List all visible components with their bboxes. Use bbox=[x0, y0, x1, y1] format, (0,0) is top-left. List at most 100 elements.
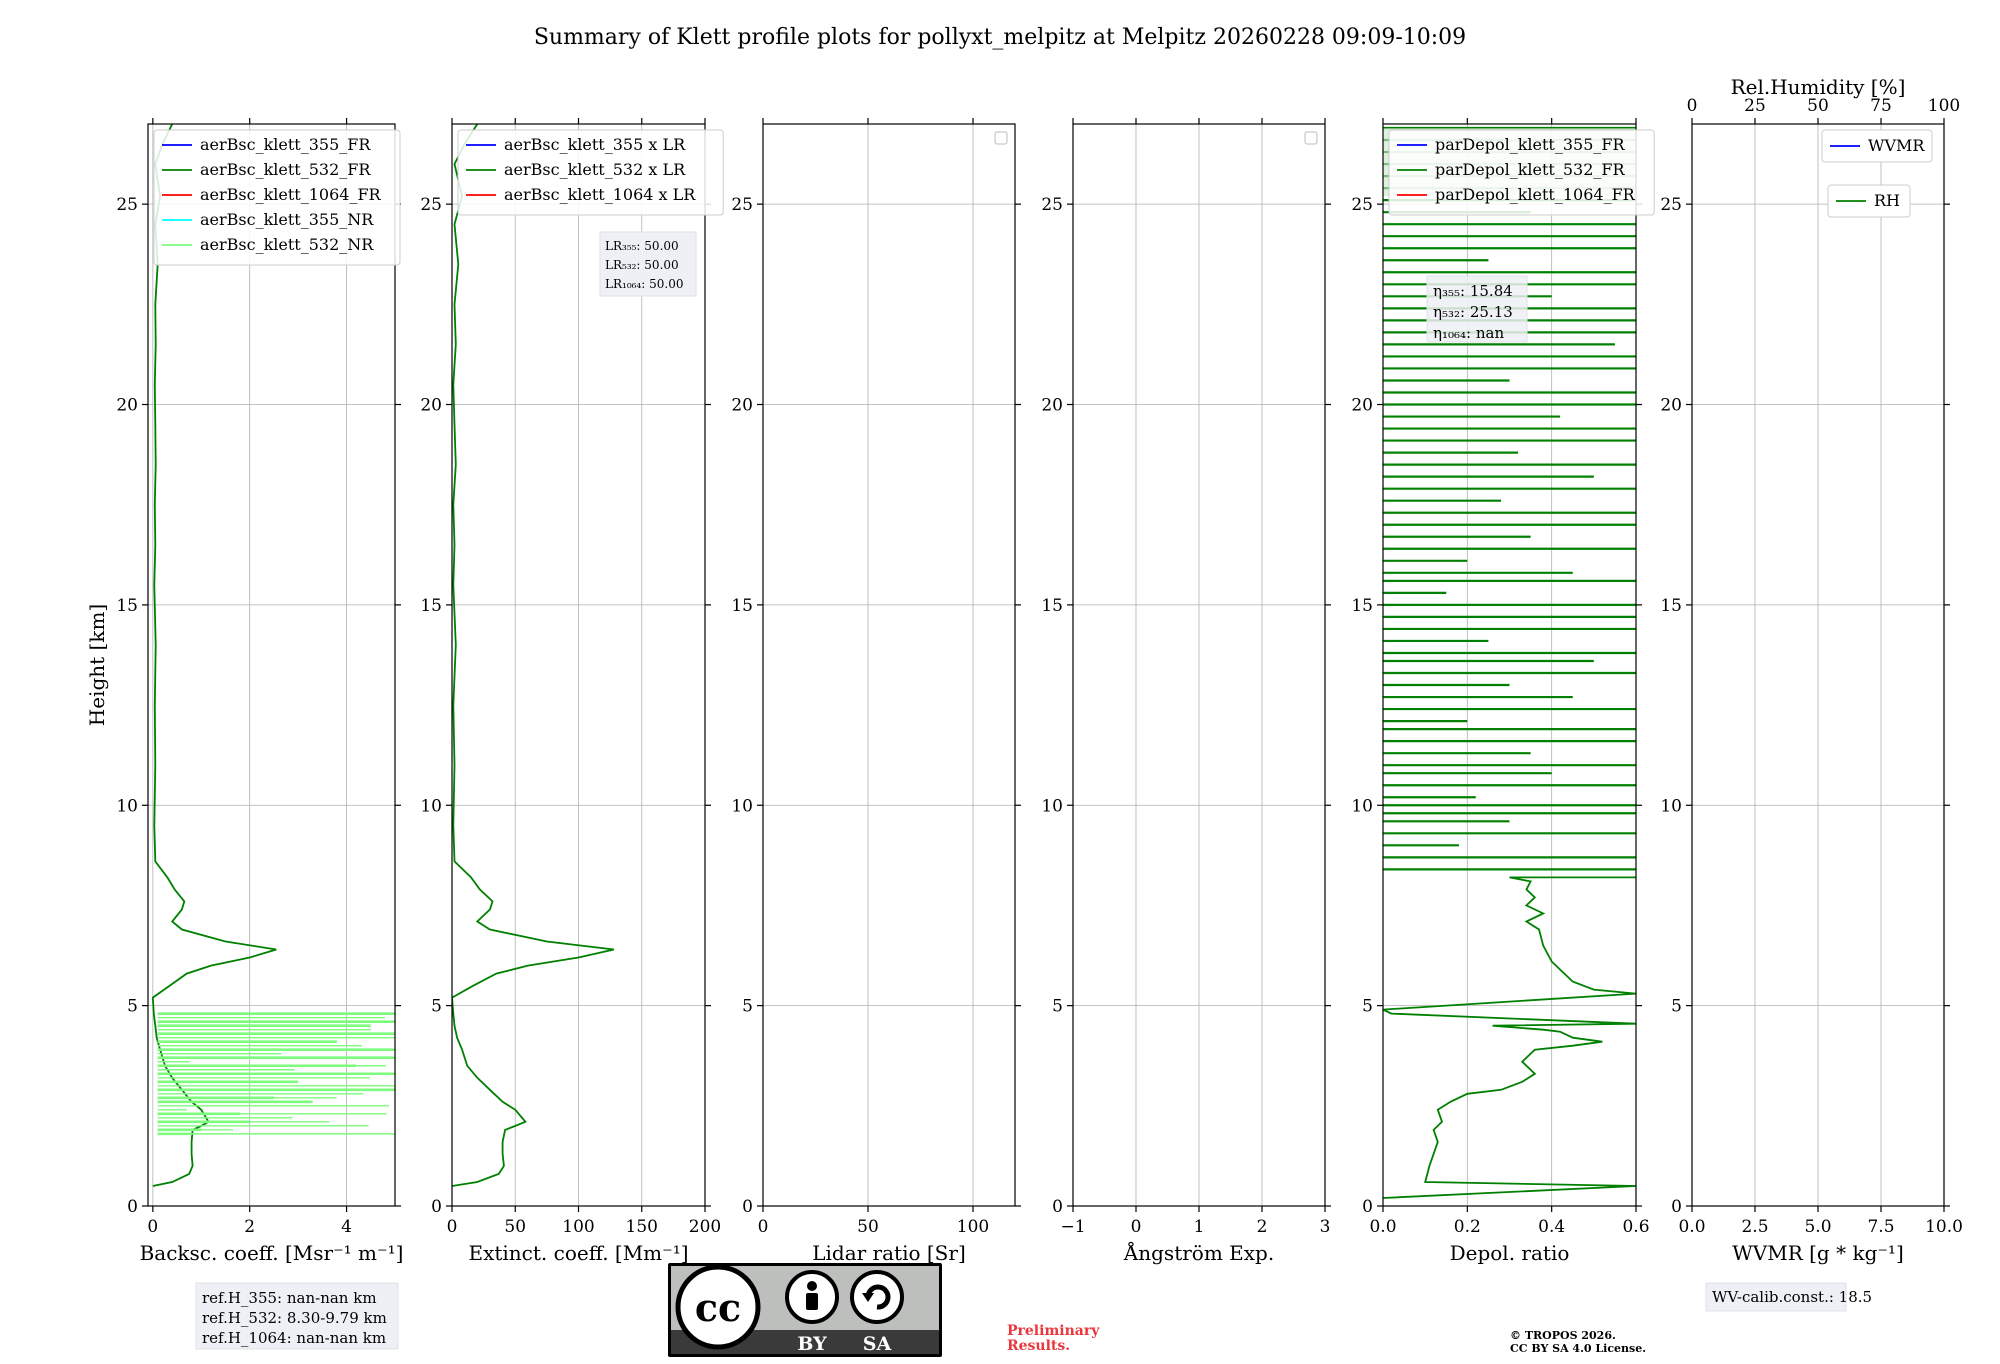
y-tick-label: 20 bbox=[1041, 396, 1063, 416]
sa-label: SA bbox=[863, 1333, 892, 1355]
y-tick-label: 15 bbox=[731, 596, 753, 616]
y-tick-label: 25 bbox=[116, 195, 138, 215]
x-tick-label: 2.5 bbox=[1741, 1217, 1768, 1237]
y-tick-label: 10 bbox=[420, 796, 442, 816]
legend-box bbox=[1388, 129, 1655, 216]
panel-frame bbox=[762, 123, 1016, 1207]
x-tick-label: 100 bbox=[957, 1217, 989, 1237]
x-tick-label: 5.0 bbox=[1804, 1217, 1831, 1237]
legend-box bbox=[457, 129, 724, 216]
ref-height-1064: ref.H_1064: nan-nan km bbox=[202, 1329, 386, 1347]
legend-wvmr: WVMR bbox=[1821, 129, 1933, 163]
legend-box bbox=[1821, 129, 1933, 163]
x-tick-label: 200 bbox=[689, 1217, 721, 1237]
x-tick-label: 50 bbox=[504, 1217, 526, 1237]
y-tick-label: 0 bbox=[127, 1197, 138, 1217]
panel-backscatter: 0 2 4 0 5 10 15 20 25 Backsc. coeff. [Msr⁻¹ m⁻¹] H… bbox=[85, 118, 403, 1265]
x-axis-label: Extinct. coeff. [Mm⁻¹] bbox=[468, 1241, 688, 1265]
y-tick-label: 20 bbox=[731, 396, 753, 416]
wv-calibration-constant: WV-calib.const.: 18.5 bbox=[1712, 1288, 1872, 1306]
y-tick-label: 25 bbox=[1660, 195, 1682, 215]
legend-entry: aerBsc_klett_532_NR bbox=[200, 235, 374, 254]
panel-extinction: 0 50 100 150 200 0 5 10 15 20 25 Extinct. coeff. [M… bbox=[420, 118, 724, 1265]
y-tick-label: 5 bbox=[1671, 997, 1682, 1017]
x-tick-label: 0 bbox=[758, 1217, 769, 1237]
y-tick-label: 20 bbox=[1660, 396, 1682, 416]
panel-data-backscatter bbox=[151, 124, 395, 1187]
lr-label: LR₅₃₂: 50.00 bbox=[605, 258, 679, 272]
legend-entry: WVMR bbox=[1868, 136, 1925, 155]
x-tick-label: 100 bbox=[562, 1217, 594, 1237]
x-tick-label: 7.5 bbox=[1867, 1217, 1894, 1237]
x-axis-label: Backsc. coeff. [Msr⁻¹ m⁻¹] bbox=[140, 1241, 404, 1265]
legend-entry: aerBsc_klett_355 x LR bbox=[504, 135, 686, 154]
panel-lidar_ratio: 0 50 100 0 5 10 15 20 25 Lidar ratio [Sr] bbox=[731, 118, 1021, 1265]
eta-box-bg bbox=[1426, 275, 1528, 343]
y-tick-label: 10 bbox=[1041, 796, 1063, 816]
y-tick-label: 25 bbox=[1041, 195, 1063, 215]
y-tick-label: 0 bbox=[1671, 1197, 1682, 1217]
series-line-aerBsc_klett_532_FR bbox=[151, 124, 277, 1187]
y-tick-label: 5 bbox=[742, 997, 753, 1017]
copyright-line2: CC BY SA 4.0 License. bbox=[1510, 1342, 1646, 1355]
x-tick-label: 0.6 bbox=[1622, 1217, 1649, 1237]
y-tick-label: 10 bbox=[731, 796, 753, 816]
y-tick-label: 5 bbox=[127, 997, 138, 1017]
ref-height-532: ref.H_532: 8.30-9.79 km bbox=[202, 1309, 387, 1327]
legend-depol: parDepol_klett_355_FR parDepol_klett_532_… bbox=[1388, 129, 1655, 216]
panel-data-extinction bbox=[452, 124, 615, 1187]
top-x-tick-label: 100 bbox=[1928, 96, 1960, 116]
x-axis-label: WVMR [g * kg⁻¹] bbox=[1732, 1241, 1904, 1265]
x-tick-label: 0 bbox=[447, 1217, 458, 1237]
share-alike-icon bbox=[850, 1270, 904, 1324]
y-tick-label: 0 bbox=[1052, 1197, 1063, 1217]
x-tick-label: 1 bbox=[1194, 1217, 1205, 1237]
legend-entry: aerBsc_klett_1064_FR bbox=[200, 185, 382, 204]
depol-calibration-box: η₃₅₅: 15.84 η₅₃₂: 25.13 η₁₀₆₄: nan bbox=[1426, 275, 1528, 343]
x-tick-label: 0.0 bbox=[1369, 1217, 1396, 1237]
x-tick-label: 0 bbox=[1131, 1217, 1142, 1237]
y-tick-label: 10 bbox=[1351, 796, 1373, 816]
legend-entry: parDepol_klett_1064_FR bbox=[1435, 185, 1636, 204]
y-tick-label: 20 bbox=[420, 396, 442, 416]
y-tick-label: 25 bbox=[420, 195, 442, 215]
panel-frame bbox=[147, 123, 396, 1207]
y-tick-label: 20 bbox=[1351, 396, 1373, 416]
cc-icon bbox=[675, 1264, 761, 1350]
preliminary-results-line2: Results. bbox=[1007, 1338, 1070, 1354]
x-tick-label: 0.2 bbox=[1454, 1217, 1481, 1237]
wv-calibration-box: WV-calib.const.: 18.5 bbox=[1705, 1282, 1872, 1312]
series-line-aerBsc_klett_532 x LR bbox=[452, 124, 615, 1187]
legend-backscatter: aerBsc_klett_355_FR aerBsc_klett_532_FRae… bbox=[153, 129, 401, 266]
x-tick-label: 10.0 bbox=[1925, 1217, 1963, 1237]
legend-extinction: aerBsc_klett_355 x LR aerBsc_klett_532 x … bbox=[457, 129, 724, 216]
y-tick-label: 15 bbox=[1041, 596, 1063, 616]
panel-depol: 0.0 0.2 0.4 0.6 0 5 10 15 20 25 Depol. ratio parDep… bbox=[1351, 118, 1655, 1265]
legend-entry: parDepol_klett_532_FR bbox=[1435, 160, 1626, 179]
lr-label: LR₁₀₆₄: 50.00 bbox=[605, 277, 683, 291]
legend-entry: RH bbox=[1874, 191, 1900, 210]
y-tick-label: 5 bbox=[1362, 997, 1373, 1017]
x-tick-label: 4 bbox=[341, 1217, 352, 1237]
y-tick-label: 0 bbox=[1362, 1197, 1373, 1217]
x-tick-label: 0.0 bbox=[1678, 1217, 1705, 1237]
x-tick-label: 150 bbox=[626, 1217, 658, 1237]
y-axis-label: Height [km] bbox=[85, 604, 109, 726]
top-x-tick-label: 0 bbox=[1687, 96, 1698, 116]
y-tick-label: 15 bbox=[1351, 596, 1373, 616]
legend-entry: aerBsc_klett_1064 x LR bbox=[504, 185, 696, 204]
y-tick-label: 0 bbox=[742, 1197, 753, 1217]
top-x-tick-label: 50 bbox=[1807, 96, 1829, 116]
x-tick-label: 2 bbox=[1257, 1217, 1268, 1237]
y-tick-label: 0 bbox=[431, 1197, 442, 1217]
panel-wvmr: 0.0 2.5 5.0 7.5 10.0 0 5 10 15 20 25 WVMR [g * kg⁻¹… bbox=[1660, 75, 1963, 1265]
copyright-line1: © TROPOS 2026. bbox=[1510, 1329, 1616, 1342]
y-tick-label: 5 bbox=[431, 997, 442, 1017]
ref-height-355: ref.H_355: nan-nan km bbox=[202, 1289, 377, 1307]
lidar-ratio-box: LR₃₅₅: 50.00 LR₅₃₂: 50.00 LR₁₀₆₄: 50.00 bbox=[599, 231, 697, 297]
y-tick-label: 15 bbox=[420, 596, 442, 616]
cc-license-badge: cc BY SA bbox=[668, 1263, 942, 1357]
